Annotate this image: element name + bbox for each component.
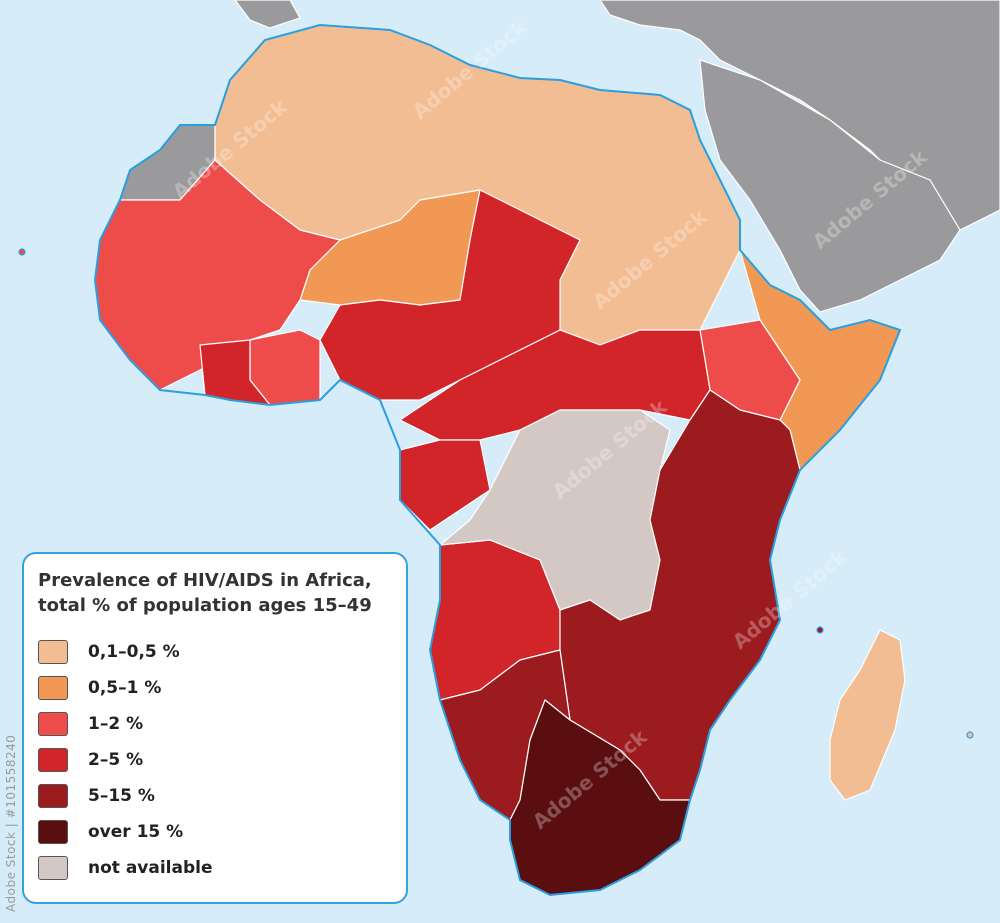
legend-label: not available bbox=[88, 858, 213, 878]
legend-item: not available bbox=[38, 850, 392, 886]
legend-swatch bbox=[38, 820, 68, 844]
legend-label: over 15 % bbox=[88, 822, 184, 842]
legend-item: over 15 % bbox=[38, 814, 392, 850]
island-comoros bbox=[816, 626, 824, 634]
africa-coastline bbox=[93, 23, 902, 897]
legend-item: 2–5 % bbox=[38, 742, 392, 778]
island-mauritius bbox=[966, 731, 974, 739]
legend-title-line-2: total % of population ages 15–49 bbox=[38, 595, 372, 616]
legend-swatch bbox=[38, 676, 68, 700]
legend-label: 5–15 % bbox=[88, 786, 155, 806]
island-cape-verde bbox=[18, 248, 26, 256]
map-legend: Prevalence of HIV/AIDS in Africa, total … bbox=[22, 552, 408, 904]
legend-items: 0,1–0,5 % 0,5–1 % 1–2 % 2–5 % 5–15 % over 15 … bbox=[38, 634, 392, 886]
legend-label: 1–2 % bbox=[88, 714, 144, 734]
legend-swatch bbox=[38, 784, 68, 808]
legend-swatch bbox=[38, 712, 68, 736]
legend-title: Prevalence of HIV/AIDS in Africa, total … bbox=[38, 568, 392, 618]
legend-label: 0,5–1 % bbox=[88, 678, 162, 698]
legend-swatch bbox=[38, 640, 68, 664]
region-madagascar bbox=[829, 629, 906, 801]
legend-item: 0,5–1 % bbox=[38, 670, 392, 706]
legend-label: 0,1–0,5 % bbox=[88, 642, 180, 662]
arabian-peninsula bbox=[699, 59, 961, 313]
legend-item: 1–2 % bbox=[38, 706, 392, 742]
legend-item: 0,1–0,5 % bbox=[38, 634, 392, 670]
stock-id-label: Adobe Stock | #101558240 bbox=[4, 734, 18, 912]
legend-title-line-1: Prevalence of HIV/AIDS in Africa, bbox=[38, 570, 372, 591]
legend-label: 2–5 % bbox=[88, 750, 144, 770]
legend-swatch bbox=[38, 856, 68, 880]
legend-swatch bbox=[38, 748, 68, 772]
europe-landmass bbox=[234, 0, 301, 29]
legend-item: 5–15 % bbox=[38, 778, 392, 814]
